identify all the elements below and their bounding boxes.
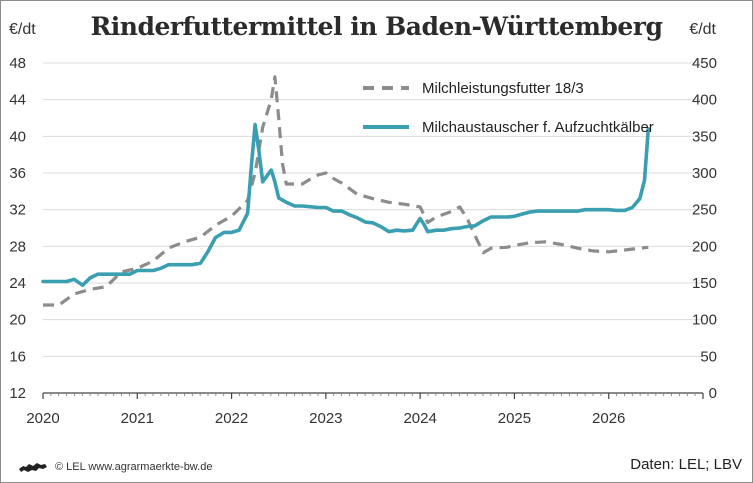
y-left-tick-label: 40 — [9, 128, 26, 145]
y-right-tick-label: 250 — [692, 202, 717, 219]
y-right-tick-label: 50 — [700, 348, 717, 365]
y-left-tick-label: 28 — [9, 238, 26, 255]
axes: 1216202428323640444805010015020025030035… — [9, 55, 717, 427]
y-left-tick-label: 36 — [9, 165, 26, 182]
y-right-tick-label: 400 — [692, 92, 717, 109]
legend: Milchleistungsfutter 18/3 Milchaustausch… — [363, 80, 654, 136]
y-left-tick-label: 16 — [9, 348, 26, 365]
y-left-tick-label: 44 — [9, 92, 26, 109]
y-right-tick-label: 300 — [692, 165, 717, 182]
copyright-symbol: © — [55, 461, 64, 473]
y-right-tick-label: 350 — [692, 128, 717, 145]
y-right-tick-label: 450 — [692, 55, 717, 72]
x-tick-label: 2021 — [121, 410, 154, 427]
x-tick-label: 2024 — [403, 410, 436, 427]
x-tick-label: 2022 — [215, 410, 248, 427]
y-left-tick-label: 48 — [9, 55, 26, 72]
series — [41, 75, 651, 307]
y-left-tick-label: 12 — [9, 385, 26, 402]
data-source: Daten: LEL; LBV — [630, 456, 742, 473]
x-tick-label: 2023 — [309, 410, 342, 427]
y-left-tick-label: 24 — [9, 275, 26, 292]
right-axis-unit: €/dt — [689, 21, 716, 38]
legend-label-milchaustauscher: Milchaustauscher f. Aufzuchtkälber — [422, 119, 654, 136]
y-right-tick-label: 200 — [692, 238, 717, 255]
series-line-milchleistungsfutter — [43, 75, 649, 307]
left-axis-unit: €/dt — [9, 21, 36, 38]
series-line-milchaustauscher — [41, 122, 651, 287]
y-right-tick-label: 150 — [692, 275, 717, 292]
y-left-tick-label: 20 — [9, 312, 26, 329]
footer-credit: © LEL www.agrarmaerkte-bw.de — [17, 460, 212, 474]
credit-text: LEL www.agrarmaerkte-bw.de — [66, 461, 213, 473]
legend-label-milchleistungsfutter: Milchleistungsfutter 18/3 — [422, 80, 584, 97]
y-left-tick-label: 32 — [9, 202, 26, 219]
y-right-tick-label: 100 — [692, 312, 717, 329]
state-logo-icon — [19, 463, 47, 472]
y-right-tick-label: 0 — [709, 385, 717, 402]
x-tick-label: 2026 — [592, 410, 625, 427]
chart-title: Rinderfuttermittel in Baden-Württemberg — [90, 12, 663, 41]
x-tick-label: 2020 — [26, 410, 59, 427]
x-tick-label: 2025 — [498, 410, 531, 427]
